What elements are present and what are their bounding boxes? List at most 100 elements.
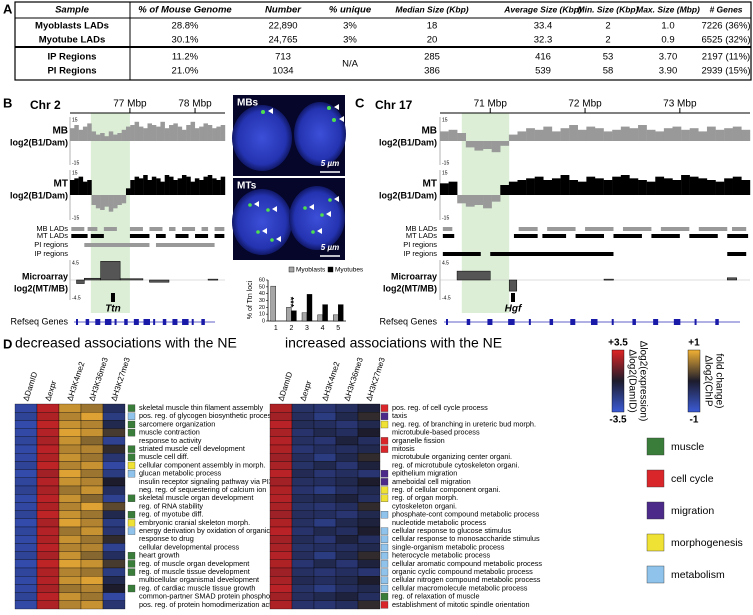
track-limit: -15 [72,160,79,166]
heatmap-cell [14,453,38,462]
row-label: muscle cell diff. [139,452,189,461]
signal-bar [134,176,140,195]
region-segment [622,227,652,231]
heatmap-cell [313,477,337,487]
table-cell: 28.8% [172,21,199,32]
x-tick-label: 1 [274,325,278,332]
heatmap-cell [58,526,82,536]
signal-bar [151,176,157,195]
y-tick-label: 30 [259,298,265,304]
signal-bar [706,126,716,141]
signal-bar [577,181,587,195]
table-cell: 20 [427,35,438,46]
table-header: % unique [329,5,372,16]
signal-bar [698,178,708,195]
track-limit: -4.5 [442,295,451,301]
heatmap-cell [80,477,104,487]
heatmap-cell [36,403,60,413]
heatmap-cell [291,494,315,503]
heatmap-cell [269,494,293,503]
signal-bar [113,134,118,141]
heatmap-cell [313,518,337,528]
heatmap-cell [269,428,293,437]
bar [291,310,297,322]
refseq-exon [162,319,167,325]
category-box [380,470,389,478]
heatmap-cell [58,592,82,601]
category-box [380,527,389,535]
x-tick-label: 77 Mbp [113,99,147,110]
heatmap-cell [269,543,293,552]
signal-bar [508,134,518,141]
signal-bar [655,131,665,141]
category-box [380,576,389,584]
heatmap-cell [269,412,293,421]
heatmap-cell [102,502,126,511]
row-label: multicellular organismal development [139,575,259,584]
signal-bar [212,128,217,141]
signal-bar [220,125,226,141]
table-cell: N/A [342,59,359,70]
refseq-exon [85,319,90,325]
heatmap-cell [357,436,381,446]
heatmap-cell [335,477,359,487]
region-segment [71,234,88,238]
signal-bar [104,195,109,207]
heatmap-cell [58,485,82,495]
track-limit: 15 [442,117,448,123]
signal-bar [706,180,716,195]
heatmap-cell [313,428,337,437]
heatmap-cell [269,510,293,519]
row-label: response to drug [139,534,194,543]
signal-bar [108,195,114,212]
heatmap-cell [291,551,315,560]
heatmap-cell [357,584,381,593]
legend-label: migration [671,505,714,517]
heatmap-cell [335,403,359,413]
region-segment [214,234,225,238]
signal-bar [551,178,561,195]
annotation: *** [286,297,296,308]
heatmap-cell [335,567,359,577]
heatmap-cell [14,592,38,601]
region-segment [87,227,98,231]
color-bar-title: Δlog2(expression) [637,341,648,422]
x-tick-label: 78 Mbp [178,99,212,110]
column-label: Δexpr [298,379,313,402]
row-label: cellular response to monosaccharide stim… [392,534,540,543]
row-label: muscle contraction [139,428,200,437]
heatmap-cell [291,567,315,577]
heatmap-cell [102,469,126,478]
heatmap-cell [102,518,126,528]
row-label: reg. of RNA stability [139,501,203,510]
heatmap-cell [14,576,38,585]
signal-bar [500,185,510,195]
heatmap-title: decreased associations with the NE [15,335,237,351]
heatmap-cell [335,526,359,536]
column-label: ΔH3K27me3 [364,356,387,402]
region-segment [513,234,538,238]
heatmap-cell [58,559,82,569]
heatmap-cell [313,461,337,470]
heatmap-cell [357,510,381,519]
signal-bar [74,178,79,195]
signal-bar [199,126,204,141]
category-box [380,420,389,429]
signal-bar [82,126,88,141]
row-label: reg. of microtubule cytoskeleton organi. [392,460,519,469]
region-segment [442,227,453,231]
legend-swatch [646,565,665,584]
heatmap-cell [291,428,315,437]
table-cell: 11.2% [172,52,199,63]
heatmap-cell [58,477,82,487]
heatmap-cell [102,453,126,462]
heatmap-cell [80,428,104,437]
table-header: # Genes [709,4,742,14]
signal-bar [156,126,161,141]
signal-bar [156,178,161,195]
region-label: MT LADs [406,231,437,240]
heatmap-cell [291,420,315,429]
heatmap-cell [313,567,337,577]
legend-label: Myotubes [335,267,364,274]
heatmap-cell [102,592,126,601]
